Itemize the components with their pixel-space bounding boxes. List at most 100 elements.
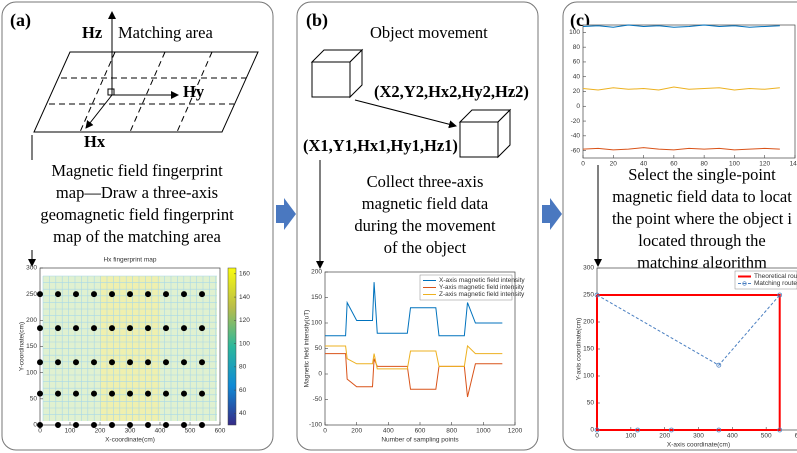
survey-point bbox=[145, 391, 150, 396]
survey-point bbox=[91, 360, 96, 365]
caption-line: of the object bbox=[384, 238, 467, 257]
y-tick-label: 0 bbox=[33, 422, 37, 429]
survey-point bbox=[163, 360, 168, 365]
y-tick-label: 100 bbox=[583, 373, 594, 380]
x-tick-label: 140 bbox=[790, 161, 797, 168]
survey-point bbox=[55, 360, 60, 365]
survey-point bbox=[145, 360, 150, 365]
x-tick-label: 200 bbox=[659, 433, 670, 440]
survey-point bbox=[55, 391, 60, 396]
x-tick-label: 400 bbox=[155, 428, 166, 435]
x-tick-label: 1200 bbox=[508, 428, 523, 435]
survey-point bbox=[145, 422, 150, 427]
x-tick-label: 200 bbox=[95, 428, 106, 435]
legend-label: X-axis magnetic field intensity bbox=[439, 277, 525, 284]
colorbar-tick-label: 40 bbox=[239, 410, 247, 417]
survey-point bbox=[91, 422, 96, 427]
y-tick-label: 100 bbox=[311, 320, 322, 327]
x-tick-label: 1000 bbox=[476, 428, 491, 435]
x-tick-label: 0 bbox=[595, 433, 599, 440]
y-tick-label: 250 bbox=[26, 291, 37, 298]
colorbar-tick-label: 140 bbox=[239, 294, 250, 301]
x-tick-label: 500 bbox=[185, 428, 196, 435]
survey-point bbox=[127, 326, 132, 331]
plot-area bbox=[583, 25, 795, 158]
y-tick-label: -100 bbox=[309, 422, 322, 429]
colorbar-tick-label: 100 bbox=[239, 340, 250, 347]
survey-point bbox=[163, 292, 168, 297]
caption-line: Collect three-axis bbox=[367, 172, 484, 191]
diagram-title: Matching area bbox=[118, 23, 214, 42]
y-axis-label: Y-coordinate(cm) bbox=[19, 322, 26, 371]
y-tick-label: -50 bbox=[313, 396, 323, 403]
x-tick-label: 600 bbox=[415, 428, 426, 435]
diagram-title: Object movement bbox=[370, 23, 488, 42]
caption-line: geomagnetic field fingerprint bbox=[40, 205, 234, 224]
colorbar-tick-label: 80 bbox=[239, 364, 247, 371]
y-tick-label: -60 bbox=[571, 147, 581, 154]
x-tick-label: 0 bbox=[581, 161, 585, 168]
y-tick-label: 100 bbox=[569, 29, 580, 36]
y-tick-label: 100 bbox=[26, 369, 37, 376]
survey-point bbox=[73, 360, 78, 365]
survey-point bbox=[109, 391, 114, 396]
flow-arrow bbox=[542, 198, 562, 230]
caption-line: magnetic field data to locat bbox=[612, 187, 792, 206]
survey-point bbox=[109, 326, 114, 331]
axis-label: Hx bbox=[84, 132, 106, 151]
survey-point bbox=[55, 422, 60, 427]
x-tick-label: 20 bbox=[610, 161, 618, 168]
survey-point bbox=[163, 326, 168, 331]
plot-area bbox=[597, 268, 797, 430]
axis-label: Hy bbox=[183, 82, 205, 101]
y-tick-label: 300 bbox=[583, 265, 594, 272]
survey-point bbox=[127, 360, 132, 365]
survey-point bbox=[199, 391, 204, 396]
caption-line: Magnetic field fingerprint bbox=[51, 161, 223, 180]
y-tick-label: -20 bbox=[571, 118, 581, 125]
survey-point bbox=[127, 292, 132, 297]
y-tick-label: 250 bbox=[583, 292, 594, 299]
survey-point bbox=[163, 391, 168, 396]
x-tick-label: 800 bbox=[446, 428, 457, 435]
y-tick-label: 50 bbox=[587, 400, 595, 407]
survey-point bbox=[127, 422, 132, 427]
x-tick-label: 500 bbox=[761, 433, 772, 440]
x-tick-label: 0 bbox=[38, 428, 42, 435]
colorbar-tick-label: 160 bbox=[239, 271, 250, 278]
y-tick-label: 80 bbox=[573, 44, 581, 51]
x-tick-label: 100 bbox=[625, 433, 636, 440]
survey-point bbox=[73, 326, 78, 331]
survey-point bbox=[199, 422, 204, 427]
y-tick-label: 300 bbox=[26, 265, 37, 272]
colorbar-tick-label: 120 bbox=[239, 317, 250, 324]
survey-point bbox=[181, 391, 186, 396]
y-tick-label: 200 bbox=[26, 317, 37, 324]
survey-point bbox=[37, 422, 42, 427]
point-label: (X1,Y1,Hx1,Hy1,Hz1) bbox=[303, 136, 458, 155]
panel-label: (b) bbox=[306, 10, 328, 31]
survey-point bbox=[199, 292, 204, 297]
legend-label: Z-axis magnetic field intensity bbox=[439, 291, 525, 298]
survey-point bbox=[181, 422, 186, 427]
panel-label: (a) bbox=[10, 10, 31, 31]
survey-point bbox=[91, 391, 96, 396]
x-axis-label: X-coordinate(cm) bbox=[105, 437, 155, 444]
survey-point bbox=[73, 292, 78, 297]
x-axis-label: Number of sampling points bbox=[381, 437, 459, 444]
survey-point bbox=[73, 391, 78, 396]
caption-line: magnetic field data bbox=[362, 194, 489, 213]
survey-point bbox=[163, 422, 168, 427]
y-tick-label: 0 bbox=[576, 103, 580, 110]
point-label: (X2,Y2,Hx2,Hy2,Hz2) bbox=[374, 82, 529, 101]
y-tick-label: 200 bbox=[311, 269, 322, 276]
survey-point bbox=[127, 391, 132, 396]
figure: (a) Hz Matching area Hy Hx (b) Object mo… bbox=[0, 0, 797, 453]
survey-point bbox=[181, 326, 186, 331]
y-tick-label: 40 bbox=[573, 73, 581, 80]
legend-label: Matching route bbox=[754, 280, 797, 287]
y-tick-label: 50 bbox=[30, 396, 38, 403]
chart-title: Hx fingerprint map bbox=[103, 257, 156, 264]
survey-point bbox=[181, 292, 186, 297]
x-tick-label: 60 bbox=[670, 161, 678, 168]
